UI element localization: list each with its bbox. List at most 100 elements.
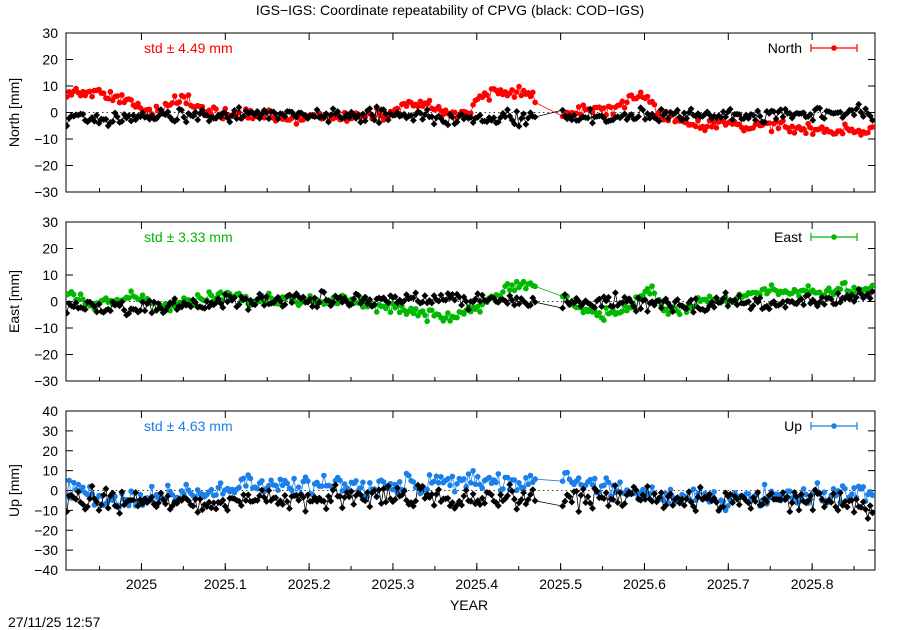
- chart-title: IGS−IGS: Coordinate repeatability of CPV…: [256, 2, 644, 18]
- north-cod-data-point: [862, 105, 869, 113]
- north-cod-data-point: [104, 122, 112, 130]
- north-data-point: [601, 105, 607, 111]
- up-cod-data-point: [221, 502, 229, 510]
- up-cod-data-point: [164, 492, 172, 500]
- east-cod-data-point: [781, 303, 789, 311]
- x-tick-label: 2025.7: [707, 576, 750, 592]
- north-y-tick-label: −20: [34, 158, 58, 174]
- east-cod-data-point: [683, 305, 690, 313]
- up-data-point: [431, 478, 437, 485]
- up-data-point: [449, 473, 456, 480]
- north-cod-data-point: [419, 116, 426, 123]
- north-data-point: [470, 102, 476, 108]
- up-cod-data-point: [795, 506, 803, 514]
- north-data-point: [704, 123, 710, 130]
- up-cod-data-point: [807, 492, 814, 500]
- north-cod-data-point: [609, 116, 617, 124]
- up-data-point: [520, 484, 527, 491]
- up-cod-data-point: [481, 499, 488, 507]
- up-cod-data-point: [657, 489, 665, 496]
- north-data-point: [624, 99, 630, 106]
- up-series-points: [66, 468, 875, 514]
- north-data-point: [839, 130, 846, 137]
- north-cod-data-point: [508, 116, 516, 124]
- up-cod-data-point: [373, 493, 381, 501]
- east-cod-data-point: [517, 295, 525, 302]
- x-tick-label: 2025.5: [539, 576, 582, 592]
- up-cod-data-point: [66, 508, 71, 515]
- east-cod-data-point: [93, 308, 101, 316]
- up-cod-data-point: [162, 500, 169, 508]
- east-cod-data-point: [605, 293, 612, 301]
- north-y-tick-label: −30: [34, 184, 58, 200]
- up-cod-data-point: [850, 508, 858, 516]
- north-cod-data-point: [315, 114, 323, 121]
- up-cod-data-point: [74, 488, 82, 496]
- north-data-point: [176, 99, 183, 105]
- up-cod-data-point: [237, 502, 245, 509]
- up-cod-data-point: [754, 489, 762, 496]
- up-cod-data-point: [224, 506, 231, 514]
- up-cod-data-point: [632, 486, 640, 494]
- north-cod-data-point: [779, 113, 787, 121]
- north-cod-data-point: [719, 108, 727, 116]
- north-cod-data-point: [297, 109, 305, 117]
- up-cod-data-point: [377, 500, 385, 507]
- up-y-tick-label: 0: [50, 483, 58, 499]
- north-cod-data-point: [752, 116, 759, 124]
- north-cod-data-point: [194, 116, 202, 124]
- north-data-point: [105, 95, 111, 102]
- east-cod-data-point: [120, 306, 128, 314]
- north-data-point: [580, 102, 587, 108]
- east-cod-data-point: [297, 295, 305, 303]
- up-cod-data-point: [531, 497, 539, 505]
- up-cod-data-point: [325, 492, 332, 500]
- north-cod-data-point: [192, 108, 199, 116]
- up-cod-data-point: [667, 490, 674, 498]
- north-data-point: [100, 90, 107, 96]
- east-cod-data-point: [274, 293, 282, 301]
- up-data-point: [649, 484, 655, 490]
- east-data-point: [851, 284, 857, 291]
- up-cod-data-point: [412, 497, 420, 505]
- up-data-point: [435, 480, 442, 486]
- east-data-point: [103, 295, 109, 301]
- up-cod-data-point: [797, 490, 805, 498]
- east-data-point: [509, 282, 515, 288]
- north-cod-data-point: [501, 113, 509, 121]
- up-y-tick-label: 30: [42, 423, 58, 439]
- east-cod-data-point: [458, 301, 465, 309]
- up-cod-data-point: [577, 491, 585, 499]
- east-data-point: [445, 310, 451, 316]
- up-data-point: [591, 475, 598, 482]
- x-axis-title: YEAR: [450, 597, 488, 613]
- east-cod-data-point: [513, 294, 521, 302]
- east-data-point: [663, 306, 669, 312]
- north-cod-data-point: [141, 114, 149, 121]
- east-data-point: [676, 311, 683, 318]
- north-cod-data-point: [706, 111, 713, 119]
- north-legend-marker: [831, 45, 837, 51]
- up-cod-data-point: [134, 502, 142, 510]
- east-cod-data-point: [476, 298, 484, 305]
- north-cod-data-point: [853, 105, 860, 113]
- north-cod-data-point: [263, 109, 270, 116]
- east-cod-data-point: [286, 291, 293, 299]
- up-cod-data-point: [348, 488, 355, 495]
- up-data-point: [208, 486, 215, 493]
- north-cod-data-point: [352, 114, 360, 122]
- east-data-point: [644, 285, 651, 292]
- up-data-point: [266, 482, 272, 489]
- east-data-point: [805, 283, 811, 289]
- north-data-point: [651, 101, 658, 108]
- east-cod-data-point: [853, 294, 860, 301]
- east-cod-data-point: [770, 298, 778, 305]
- north-cod-data-point: [490, 114, 498, 122]
- east-data-point: [217, 289, 224, 296]
- east-y-tick-label: −30: [34, 373, 58, 389]
- up-data-point: [300, 478, 307, 485]
- north-cod-data-point: [586, 105, 594, 113]
- up-cod-data-point: [297, 491, 305, 498]
- up-data-point: [587, 476, 593, 483]
- up-data-point: [690, 486, 697, 493]
